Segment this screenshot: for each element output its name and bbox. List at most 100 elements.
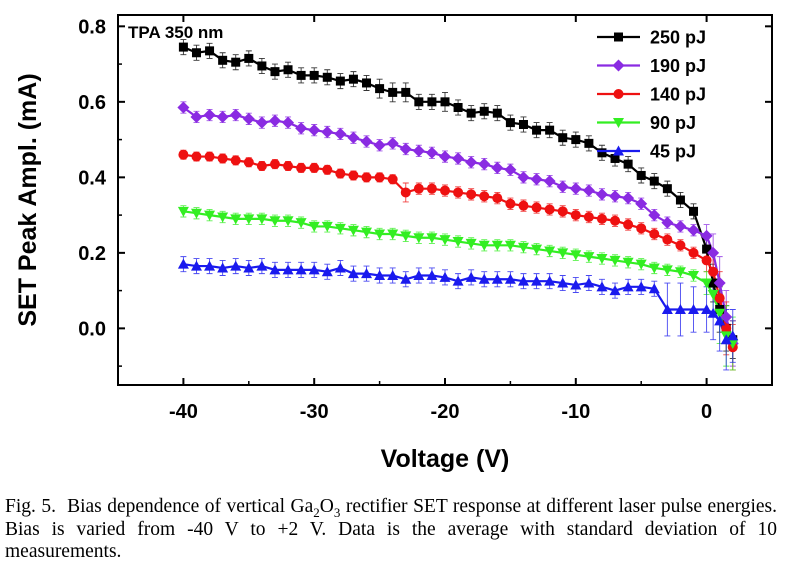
caption-sub-2: 3 [333,504,341,520]
data-point-250-pj [545,125,555,135]
data-point-45-pj [334,262,346,273]
data-point-90-pj [517,242,529,253]
data-point-190-pj [347,131,360,144]
annotation-label: TPA 350 nm [128,23,223,42]
caption-sub-1: 2 [313,504,320,520]
y-tick-label: 0.0 [78,318,106,340]
data-point-140-pj [361,172,372,183]
data-point-90-pj [661,265,673,276]
data-point-140-pj [256,161,267,172]
data-point-90-pj [714,308,726,319]
legend-marker-190-pj [612,59,625,72]
data-point-140-pj [217,153,228,164]
data-point-45-pj [707,307,719,318]
data-point-45-pj [295,264,307,275]
data-point-140-pj [413,183,424,194]
data-point-250-pj [636,170,646,180]
data-point-90-pj [491,240,503,251]
axes-layer: -40 -30 -20 -10 0 0.0 0.2 0.4 0.6 0.8 [78,15,772,423]
data-point-140-pj [440,185,450,196]
data-point-90-pj [269,216,281,227]
data-point-45-pj [583,277,595,288]
data-point-250-pj [702,244,712,254]
data-point-190-pj [595,188,608,201]
data-point-250-pj [453,103,463,112]
caption-text-3: rectifier SET response at different lase… [5,496,777,562]
legend-label-90-pj: 90 pJ [650,113,696,133]
data-point-140-pj [708,266,719,277]
data-point-45-pj [491,273,503,284]
data-point-250-pj [440,97,450,107]
data-point-250-pj [505,118,515,128]
data-point-190-pj [229,109,242,122]
data-point-90-pj [701,278,713,289]
data-point-250-pj [571,135,581,145]
data-point-45-pj [374,270,386,281]
data-point-190-pj [203,109,216,122]
data-point-45-pj [517,275,529,286]
data-point-190-pj [674,220,687,233]
data-point-190-pj [255,116,268,129]
data-point-90-pj [347,225,359,236]
legend-label-190-pj: 190 pJ [650,56,706,76]
data-point-190-pj [491,161,504,174]
data-point-190-pj [321,126,334,139]
data-point-90-pj [282,216,294,227]
data-point-45-pj [217,262,229,273]
legend-marker-45-pj [613,145,624,156]
data-point-250-pj [270,67,280,77]
data-point-45-pj [439,271,451,282]
data-point-190-pj [609,190,622,203]
data-point-90-pj [439,235,451,246]
data-point-190-pj [465,156,478,169]
data-point-45-pj [478,273,490,284]
data-point-90-pj [648,263,660,274]
data-point-140-pj [649,228,660,239]
data-point-45-pj [282,264,294,275]
data-point-250-pj [492,108,502,118]
data-point-90-pj [570,250,582,261]
y-tick-label: 0.8 [78,16,106,38]
data-point-140-pj [492,193,503,204]
data-point-190-pj [452,152,465,165]
data-point-190-pj [713,277,726,290]
data-point-90-pj [557,248,569,259]
data-point-45-pj [347,268,359,279]
data-point-45-pj [557,277,569,288]
data-point-140-pj [400,187,411,198]
data-point-45-pj [190,260,202,271]
data-point-190-pj [635,197,648,210]
data-point-190-pj [177,101,190,114]
chart: -40 -30 -20 -10 00.00.20.40.60.8 TPA 350 nm … [14,14,773,473]
x-axis-label: Voltage (V) [381,445,510,473]
data-point-45-pj [256,260,268,271]
data-point-140-pj [296,162,307,173]
data-point-140-pj [178,149,189,160]
data-point-140-pj [557,206,568,217]
data-point-45-pj [648,283,660,294]
data-point-140-pj [348,170,359,181]
data-point-140-pj [204,151,215,162]
data-point-250-pj [348,74,358,84]
data-point-140-pj [191,151,202,162]
x-tick-label: -20 [431,401,460,423]
data-point-190-pj [268,114,281,127]
data-point-90-pj [321,221,333,232]
data-point-90-pj [465,238,477,249]
data-point-140-pj [269,159,280,170]
data-point-90-pj [452,237,464,248]
data-point-90-pj [308,221,320,232]
data-point-250-pj [662,184,672,194]
data-point-45-pj [688,303,700,314]
data-point-90-pj [256,214,268,225]
x-tick-label: -40 [169,401,198,423]
data-point-140-pj [721,323,732,334]
data-point-250-pj [401,87,411,97]
data-point-45-pj [426,270,438,281]
data-point-190-pj [720,311,733,324]
data-point-250-pj [649,176,659,186]
data-point-90-pj [674,267,686,278]
data-point-190-pj [386,137,399,150]
data-point-45-pj [504,273,516,284]
data-point-45-pj [177,258,189,269]
